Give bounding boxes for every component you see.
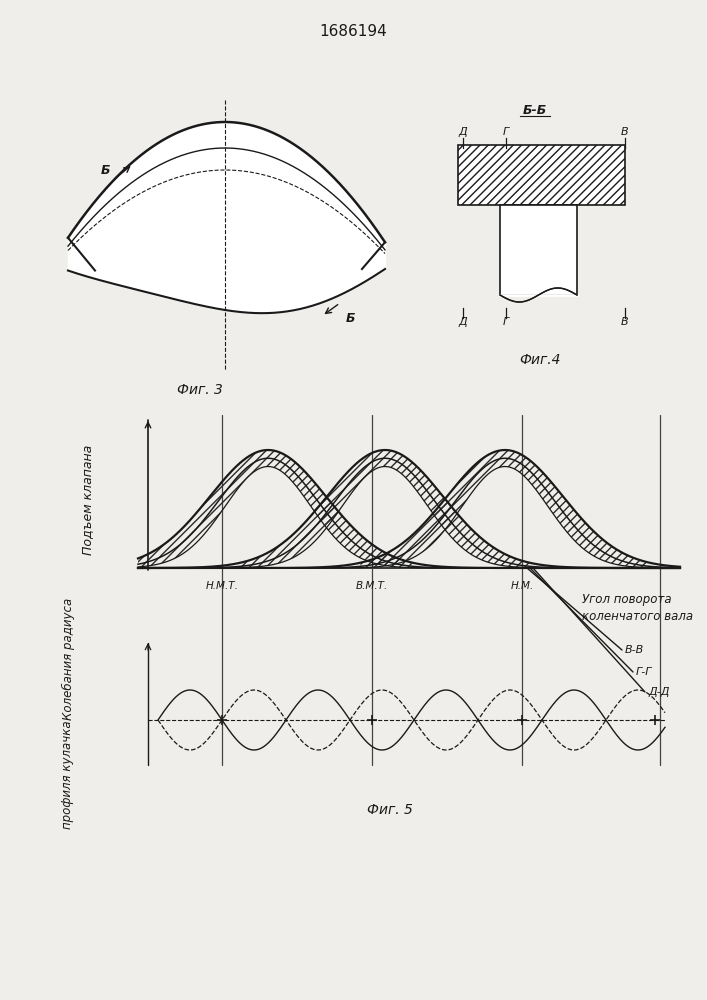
Text: В.М.Т.: В.М.Т. bbox=[356, 581, 388, 591]
Text: Подъем клапана: Подъем клапана bbox=[81, 445, 95, 555]
Polygon shape bbox=[458, 145, 625, 205]
Text: Б-Б: Б-Б bbox=[523, 104, 547, 116]
Text: Фиг.4: Фиг.4 bbox=[519, 353, 561, 367]
Text: профиля кулачка: профиля кулачка bbox=[62, 720, 74, 829]
Text: Н.М.: Н.М. bbox=[510, 581, 534, 591]
Text: Д-Д: Д-Д bbox=[648, 687, 670, 697]
Text: В: В bbox=[621, 317, 629, 327]
Text: Б: Б bbox=[100, 163, 110, 176]
Text: Угол поворота: Угол поворота bbox=[582, 593, 672, 606]
Text: В: В bbox=[621, 127, 629, 137]
Text: Д: Д bbox=[459, 127, 467, 137]
Text: Г: Г bbox=[503, 317, 509, 327]
Text: Колебания радиуса: Колебания радиуса bbox=[62, 598, 74, 720]
Text: Н.М.Т.: Н.М.Т. bbox=[206, 581, 238, 591]
Text: Фиг. 3: Фиг. 3 bbox=[177, 383, 223, 397]
Text: В-В: В-В bbox=[625, 645, 644, 655]
Polygon shape bbox=[500, 205, 577, 295]
Text: Г: Г bbox=[503, 127, 509, 137]
Text: коленчатого вала: коленчатого вала bbox=[582, 609, 693, 622]
Text: Д: Д bbox=[459, 317, 467, 327]
Text: Фиг. 5: Фиг. 5 bbox=[367, 803, 413, 817]
Text: Г-Г: Г-Г bbox=[636, 667, 653, 677]
Text: 1686194: 1686194 bbox=[319, 24, 387, 39]
Text: Б: Б bbox=[345, 312, 355, 324]
